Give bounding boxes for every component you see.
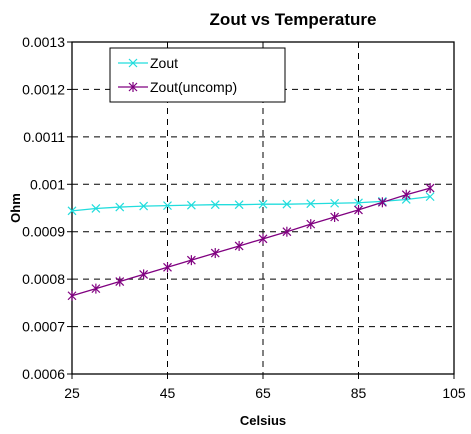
x-axis-title: Celsius xyxy=(240,413,286,428)
series-line xyxy=(71,187,431,297)
series-group xyxy=(67,183,435,301)
y-tick-label: 0.0006 xyxy=(22,366,65,382)
data-point xyxy=(115,276,125,287)
data-point xyxy=(234,200,244,210)
y-tick-label: 0.001 xyxy=(30,176,65,192)
y-tick-label: 0.0012 xyxy=(22,81,65,97)
data-point xyxy=(163,201,172,211)
data-point xyxy=(354,204,363,215)
data-point xyxy=(282,226,292,237)
data-point xyxy=(163,262,172,273)
y-tick-label: 0.0013 xyxy=(22,34,65,50)
data-point xyxy=(377,197,387,208)
y-tick-label: 0.0007 xyxy=(22,319,65,335)
data-point xyxy=(282,199,292,209)
data-point xyxy=(139,269,149,280)
y-axis: 0.0006 0.0007 0.0008 0.0009 0.001 0.0011 0.001… xyxy=(22,34,72,382)
data-point xyxy=(67,206,77,216)
data-point xyxy=(234,240,244,251)
data-point xyxy=(258,233,268,244)
series-line xyxy=(71,195,431,212)
legend: Zout Zout(uncomp) xyxy=(109,47,286,103)
data-point xyxy=(306,199,316,209)
data-point xyxy=(67,290,77,301)
x-axis: 25 45 65 85 105 xyxy=(64,374,466,401)
x-tick-label: 45 xyxy=(160,385,176,401)
data-point xyxy=(91,283,101,294)
data-point xyxy=(139,201,149,211)
data-point xyxy=(401,189,411,200)
legend-item: Zout(uncomp) xyxy=(118,79,237,95)
data-point xyxy=(425,192,435,202)
data-point xyxy=(115,202,125,212)
data-point xyxy=(210,248,220,259)
legend-marker xyxy=(128,82,138,92)
y-axis-title: Ohm xyxy=(8,193,23,223)
y-tick-label: 0.0009 xyxy=(22,224,65,240)
x-tick-label: 25 xyxy=(64,385,80,401)
data-point xyxy=(186,200,196,210)
series-2 xyxy=(67,183,435,301)
x-tick-label: 85 xyxy=(351,385,367,401)
data-point xyxy=(354,198,363,208)
x-tick-label: 105 xyxy=(442,385,466,401)
y-tick-label: 0.0011 xyxy=(23,129,65,145)
legend-item: Zout xyxy=(118,55,178,71)
data-point xyxy=(330,198,340,208)
data-point xyxy=(425,183,435,194)
data-point xyxy=(306,219,316,230)
data-point xyxy=(210,200,220,210)
y-tick-label: 0.0008 xyxy=(22,271,65,287)
legend-label: Zout xyxy=(150,55,178,71)
legend-marker xyxy=(128,58,138,68)
x-tick-label: 65 xyxy=(255,385,271,401)
legend-box xyxy=(109,47,286,103)
data-point xyxy=(330,212,340,223)
data-point xyxy=(186,255,196,266)
data-point xyxy=(258,199,268,209)
legend-label: Zout(uncomp) xyxy=(150,79,237,95)
data-point xyxy=(91,204,101,213)
chart-title: Zout vs Temperature xyxy=(210,10,377,29)
